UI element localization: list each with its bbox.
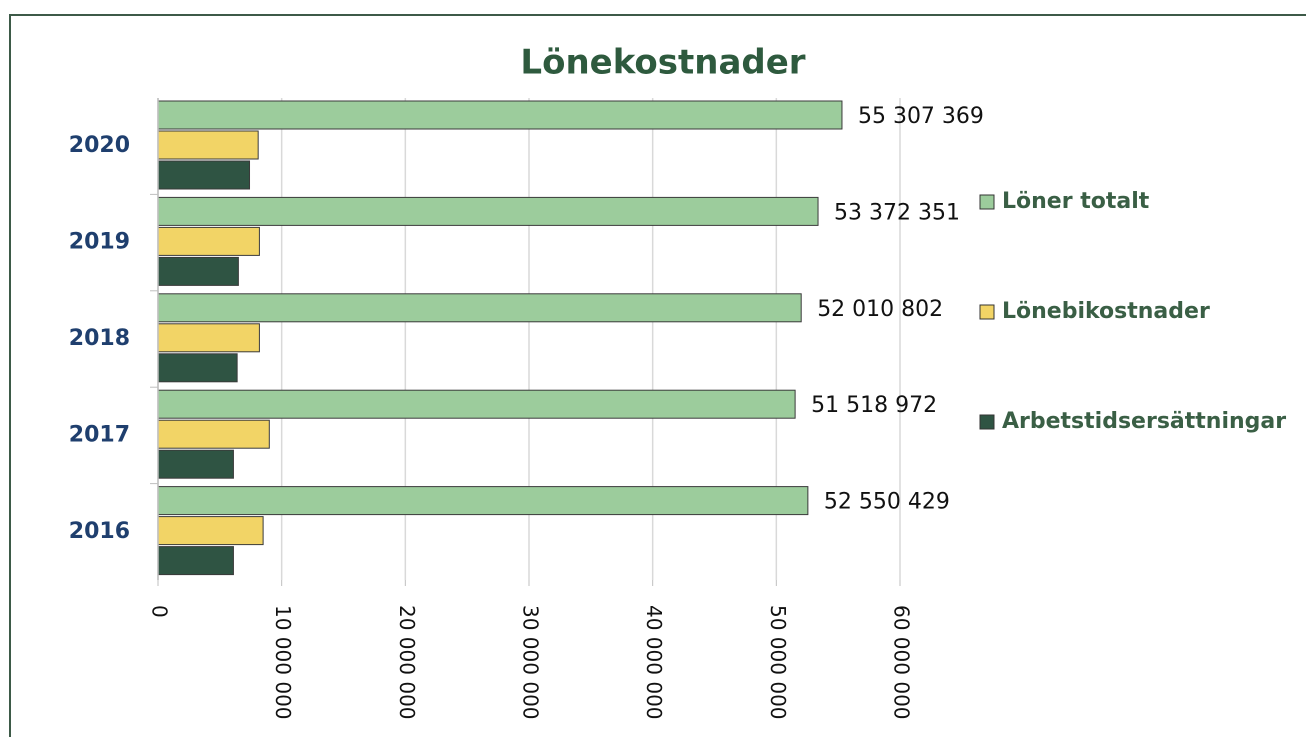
x-tick-label: 40 000 000 <box>642 605 666 720</box>
x-tick-label: 50 000 000 <box>766 605 790 720</box>
y-tick-label: 2020 <box>69 133 130 158</box>
value-label: 51 518 972 <box>811 393 937 418</box>
bar <box>157 516 264 546</box>
x-tick-label: 10 000 000 <box>271 605 295 720</box>
bars <box>157 100 843 576</box>
bar <box>157 130 259 160</box>
bar <box>157 100 843 130</box>
y-tick-label: 2019 <box>69 230 130 255</box>
legend-label: Lönebikostnader <box>1002 299 1210 324</box>
value-label: 52 010 802 <box>817 297 943 322</box>
x-tick-label: 0 <box>148 605 172 618</box>
legend-swatch <box>979 304 995 320</box>
bar <box>157 196 819 226</box>
legend-swatch <box>979 194 995 210</box>
value-label: 52 550 429 <box>824 490 950 515</box>
bar <box>157 160 251 190</box>
x-tick-label: 20 000 000 <box>395 605 419 720</box>
legend-label: Löner totalt <box>1002 189 1150 214</box>
value-label: 55 307 369 <box>858 104 984 129</box>
legend-label: Arbetstidsersättningar <box>1002 409 1286 434</box>
bar <box>157 323 260 353</box>
x-tick-label: 30 000 000 <box>519 605 543 720</box>
y-tick-label: 2017 <box>69 422 130 447</box>
bar <box>157 389 796 419</box>
bar <box>157 419 270 449</box>
legend-swatch <box>979 414 995 430</box>
value-label: 53 372 351 <box>834 200 960 225</box>
bar <box>157 486 809 516</box>
bar <box>157 353 238 383</box>
bar <box>157 546 234 576</box>
bar <box>157 226 260 256</box>
bar <box>157 256 239 286</box>
x-tick-label: 60 000 000 <box>890 605 914 720</box>
bar <box>157 449 234 479</box>
bar <box>157 293 802 323</box>
y-tick-label: 2018 <box>69 326 130 351</box>
y-tick-label: 2016 <box>69 519 130 544</box>
chart-title: Lönekostnader <box>520 43 805 83</box>
